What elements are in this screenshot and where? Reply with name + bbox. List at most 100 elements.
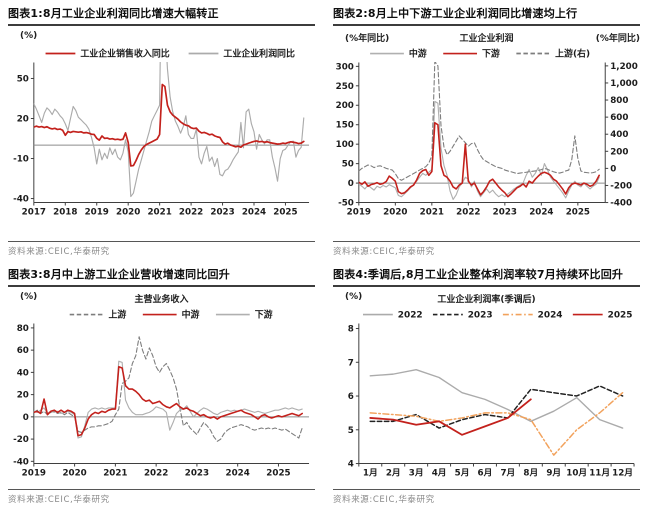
figure-4-title: 图表4:季调后,8月工业企业整体利润率较7月持续环比回升 xyxy=(333,268,624,281)
svg-text:11月: 11月 xyxy=(589,467,610,478)
svg-text:20: 20 xyxy=(17,114,29,124)
svg-text:-40: -40 xyxy=(13,457,29,467)
svg-text:50: 50 xyxy=(342,160,354,170)
svg-text:2024: 2024 xyxy=(226,468,250,478)
svg-text:100: 100 xyxy=(336,140,354,150)
svg-text:-50: -50 xyxy=(338,199,354,209)
chart-4-plot: 8 7 6 5 4 1月 2月 3月 4月 5月 6月 7月 8月 9月 10月 11月 12月 2022 2023… xyxy=(333,306,640,482)
svg-text:工业企业销售收入同比: 工业企业销售收入同比 xyxy=(80,47,169,59)
svg-text:下游: 下游 xyxy=(482,47,500,59)
title-divider xyxy=(8,24,315,26)
chart-1-plot: 50 20 -10 -40 2017 2018 2019 2020 2021 2022 2023 20… xyxy=(8,45,315,221)
y-axis-unit-left: (%) xyxy=(345,292,363,302)
svg-text:2022: 2022 xyxy=(144,468,168,478)
svg-text:60: 60 xyxy=(17,346,29,356)
svg-text:-10: -10 xyxy=(13,155,29,165)
svg-text:-20: -20 xyxy=(13,435,29,445)
source-block: 资料来源:CEIC,华泰研究 xyxy=(8,241,315,257)
source-block: 资料来源:CEIC,华泰研究 xyxy=(8,489,315,505)
source-divider xyxy=(333,241,640,242)
svg-text:7月: 7月 xyxy=(500,467,515,478)
title-divider xyxy=(333,24,640,26)
svg-text:2023: 2023 xyxy=(493,207,517,217)
svg-text:5月: 5月 xyxy=(455,467,470,478)
svg-text:2022: 2022 xyxy=(456,207,480,217)
svg-text:4: 4 xyxy=(348,460,354,470)
chart-heading: 主营业务收入 xyxy=(134,295,189,305)
svg-text:2024: 2024 xyxy=(242,207,266,217)
svg-text:8: 8 xyxy=(348,325,354,335)
source-divider xyxy=(333,489,640,490)
svg-text:800: 800 xyxy=(610,96,628,106)
chart-2-header: (%年同比) 工业企业利润 (%年同比) xyxy=(333,31,640,44)
svg-text:2018: 2018 xyxy=(53,207,77,217)
source-block: 资料来源:CEIC,华泰研究 xyxy=(333,489,640,505)
svg-text:上游(右): 上游(右) xyxy=(555,47,590,59)
svg-text:20: 20 xyxy=(17,391,29,401)
chart-3-header: (%) 主营业务收入 xyxy=(8,292,315,305)
svg-text:2019: 2019 xyxy=(347,207,371,217)
svg-text:2019: 2019 xyxy=(85,207,109,217)
source-note: 资料来源:CEIC,华泰研究 xyxy=(333,495,435,505)
svg-text:2023: 2023 xyxy=(185,468,209,478)
figure-panel-4: 图表4:季调后,8月工业企业整体利润率较7月持续环比回升 (%) 工业企业利润率… xyxy=(325,261,650,509)
y-axis-unit-right: (%年同比) xyxy=(595,34,640,44)
y-axis-unit-left: (%年同比) xyxy=(345,34,390,44)
svg-text:400: 400 xyxy=(610,130,628,140)
svg-text:2025: 2025 xyxy=(608,310,633,320)
svg-text:7: 7 xyxy=(348,358,354,368)
figure-2-title: 图表2:8月上中下游工业企业利润同比增速均上行 xyxy=(333,7,578,20)
svg-text:下游: 下游 xyxy=(255,308,273,320)
title-divider xyxy=(333,285,640,287)
svg-text:2025: 2025 xyxy=(566,207,590,217)
source-divider xyxy=(8,241,315,242)
figure-1-title: 图表1:8月工业企业利润同比增速大幅转正 xyxy=(8,7,219,20)
svg-text:6: 6 xyxy=(348,392,354,402)
svg-text:50: 50 xyxy=(17,74,29,84)
svg-text:-40: -40 xyxy=(13,195,29,205)
svg-text:上游: 上游 xyxy=(108,308,126,320)
svg-text:250: 250 xyxy=(336,82,354,92)
y-axis-unit-left: (%) xyxy=(20,31,38,41)
svg-text:2025: 2025 xyxy=(273,207,297,217)
svg-text:2020: 2020 xyxy=(116,207,140,217)
svg-text:12月: 12月 xyxy=(612,467,633,478)
svg-text:中游: 中游 xyxy=(409,47,427,59)
svg-text:200: 200 xyxy=(610,147,628,157)
svg-text:150: 150 xyxy=(336,121,354,131)
source-divider xyxy=(8,489,315,490)
chart-heading: 工业企业利润 xyxy=(459,34,514,44)
chart-heading: 工业企业利润率(季调后) xyxy=(437,295,536,305)
source-note: 资料来源:CEIC,华泰研究 xyxy=(8,247,110,257)
svg-text:1,000: 1,000 xyxy=(610,79,638,89)
figure-panel-1: 图表1:8月工业企业利润同比增速大幅转正 (%) 50 20 -10 -40 2017 2… xyxy=(0,0,325,261)
svg-text:2023: 2023 xyxy=(210,207,234,217)
source-note: 资料来源:CEIC,华泰研究 xyxy=(8,495,110,505)
svg-text:2025: 2025 xyxy=(266,468,290,478)
svg-text:0: 0 xyxy=(23,413,29,423)
svg-text:2024: 2024 xyxy=(538,310,563,320)
svg-text:2017: 2017 xyxy=(22,207,46,217)
svg-text:2019: 2019 xyxy=(22,468,46,478)
y-axis-unit-left: (%) xyxy=(20,292,38,302)
figure-3-title: 图表3:8月中上游工业企业营收增速同比回升 xyxy=(8,268,230,281)
svg-text:2022: 2022 xyxy=(179,207,203,217)
svg-text:9月: 9月 xyxy=(546,467,561,478)
svg-text:4月: 4月 xyxy=(432,467,447,478)
source-block: 资料来源:CEIC,华泰研究 xyxy=(333,241,640,257)
chart-4-header: (%) 工业企业利润率(季调后) xyxy=(333,292,640,305)
svg-text:5: 5 xyxy=(348,426,354,436)
svg-text:3月: 3月 xyxy=(409,467,424,478)
chart-2-plot: 300 250 200 150 100 50 0 -50 1,200 1,000 800 600 400… xyxy=(333,45,640,221)
svg-text:2021: 2021 xyxy=(420,207,444,217)
svg-text:2021: 2021 xyxy=(147,207,171,217)
svg-text:2023: 2023 xyxy=(468,310,493,320)
svg-text:10月: 10月 xyxy=(566,467,587,478)
svg-text:2020: 2020 xyxy=(383,207,407,217)
svg-text:8月: 8月 xyxy=(523,467,538,478)
svg-text:1月: 1月 xyxy=(363,467,378,478)
svg-text:80: 80 xyxy=(17,324,29,334)
svg-text:中游: 中游 xyxy=(182,308,200,320)
svg-text:2022: 2022 xyxy=(398,310,423,320)
